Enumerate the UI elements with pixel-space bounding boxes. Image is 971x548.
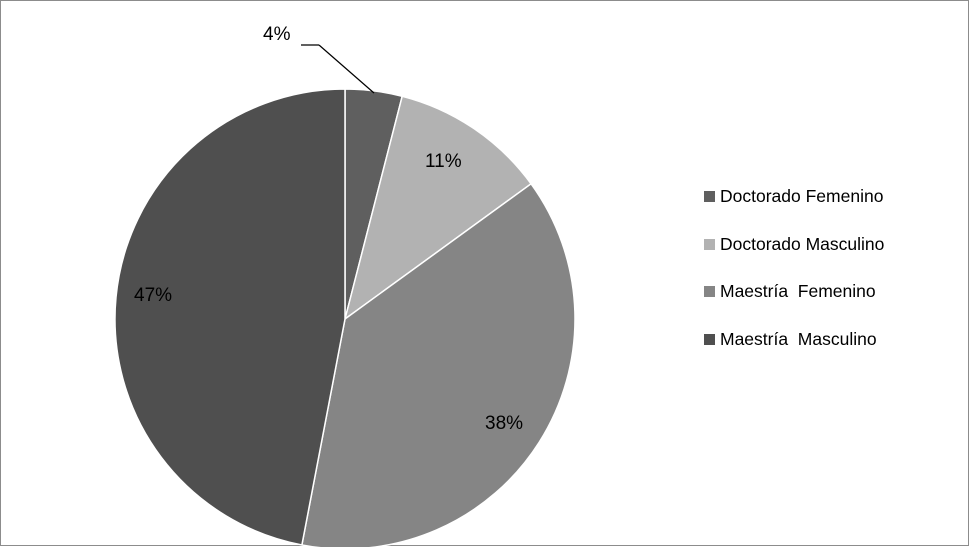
legend-label: Maestría Femenino bbox=[720, 281, 876, 302]
pie-slice-maestria-femenino bbox=[301, 182, 576, 547]
data-label-maestria-femenino: 38% bbox=[485, 413, 523, 434]
legend-item-maestria-masculino: Maestría Masculino bbox=[704, 316, 884, 364]
legend-item-doctorado-masculino: Doctorado Masculino bbox=[704, 221, 884, 269]
legend-swatch-maestria-masculino bbox=[704, 333, 715, 345]
legend-item-maestria-femenino: Maestría Femenino bbox=[704, 268, 884, 316]
legend-swatch-doctorado-masculino bbox=[704, 238, 715, 250]
pie-slices bbox=[114, 88, 576, 547]
legend: Doctorado Femenino Doctorado Masculino M… bbox=[704, 173, 884, 363]
data-label-doctorado-masculino: 11% bbox=[425, 151, 462, 172]
legend-label: Doctorado Masculino bbox=[720, 233, 885, 254]
pie-slice-maestria-masculino bbox=[114, 88, 346, 546]
leader-line-4pct-diagonal bbox=[318, 44, 375, 94]
legend-item-doctorado-femenino: Doctorado Femenino bbox=[704, 173, 884, 221]
data-label-doctorado-femenino: 4% bbox=[263, 24, 291, 45]
legend-swatch-doctorado-femenino bbox=[704, 191, 715, 203]
legend-label: Maestría Masculino bbox=[720, 328, 877, 349]
legend-swatch-maestria-femenino bbox=[704, 286, 715, 298]
pie-slice-doctorado-masculino bbox=[343, 95, 533, 321]
legend-label: Doctorado Femenino bbox=[720, 186, 884, 207]
data-label-maestria-masculino: 47% bbox=[134, 285, 172, 306]
